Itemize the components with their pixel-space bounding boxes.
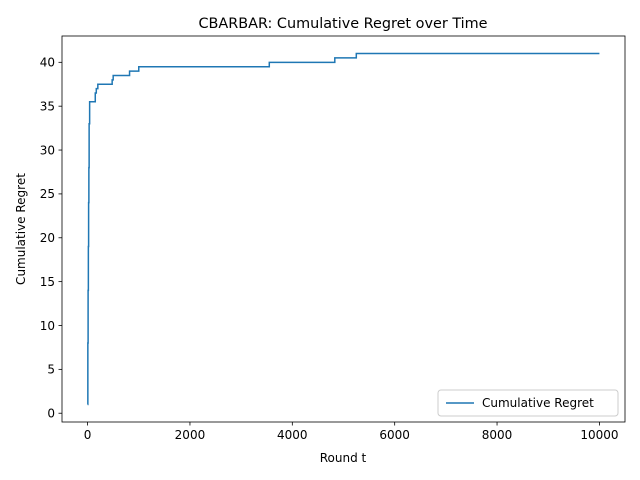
legend-label-cumulative-regret: Cumulative Regret — [482, 396, 594, 410]
y-tick-label: 40 — [40, 56, 55, 70]
x-axis-ticks: 0 2000 4000 6000 8000 10000 — [84, 422, 619, 442]
legend-box — [437, 389, 619, 417]
y-tick-label: 20 — [40, 231, 55, 245]
plot-area — [87, 52, 600, 406]
y-tick-label: 0 — [47, 407, 55, 421]
x-tick-label: 6000 — [379, 428, 410, 442]
y-tick-label: 5 — [47, 363, 55, 377]
chart-title: CBARBAR: Cumulative Regret over Time — [198, 16, 487, 32]
x-tick-label: 10000 — [580, 428, 618, 442]
y-tick-label: 15 — [40, 275, 55, 289]
x-tick-label: 8000 — [482, 428, 513, 442]
y-tick-label: 30 — [40, 143, 55, 157]
y-tick-label: 35 — [40, 99, 55, 113]
x-tick-label: 2000 — [175, 428, 206, 442]
series-line-0 — [87, 52, 600, 406]
x-axis-label: Round t — [320, 451, 367, 465]
y-axis-ticks: 0 5 10 15 20 25 30 35 40 — [40, 56, 62, 421]
y-axis-label: Cumulative Regret — [14, 173, 28, 285]
y-tick-label: 25 — [40, 187, 55, 201]
x-tick-label: 0 — [84, 428, 92, 442]
legend: Cumulative Regret — [437, 389, 619, 417]
axes-frame — [61, 35, 626, 423]
y-tick-label: 10 — [40, 319, 55, 333]
x-tick-label: 4000 — [277, 428, 308, 442]
